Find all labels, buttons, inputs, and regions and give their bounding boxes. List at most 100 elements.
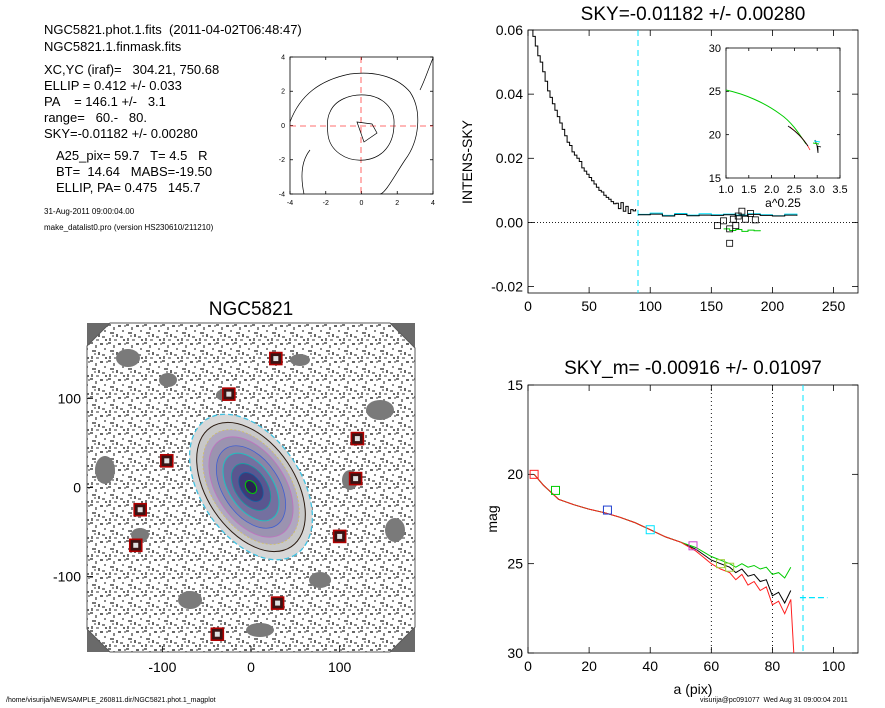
mag-point — [716, 559, 725, 569]
y-tick-label: 100 — [58, 391, 82, 407]
x-tick-label: 0 — [524, 298, 532, 314]
mag-series-black — [533, 473, 792, 605]
x-tick-label: 150 — [700, 298, 724, 314]
mag-profile-plot: SKY_m= -0.00916 +/- 0.01097 a (pix) mag … — [484, 358, 859, 697]
masked-star-core — [164, 458, 170, 464]
footer-user: visurija@pc091077 Wed Aug 31 09:00:04 20… — [700, 697, 848, 704]
intens-sky-plot: SKY=-0.01182 +/- 0.00280 INTENS-SKY 0 50 1… — [459, 4, 859, 314]
x-tick-label: -100 — [148, 659, 176, 675]
y-tick-label: 0 — [73, 480, 81, 496]
masked-star-core — [353, 476, 359, 482]
mag-title: SKY_m= -0.00916 +/- 0.01097 — [564, 358, 822, 379]
galaxy-isophotes — [188, 413, 314, 561]
inset-frame — [725, 47, 841, 179]
intens-title: SKY=-0.01182 +/- 0.00280 — [581, 4, 806, 25]
y-tick-label: 20 — [709, 130, 721, 142]
range-value: range= 60.- 80. — [44, 110, 147, 125]
intens-series-black — [530, 30, 637, 214]
inset-curve-green — [725, 89, 807, 145]
intens-series-black — [638, 213, 798, 217]
intens-point — [720, 217, 727, 225]
inset-tail — [814, 139, 822, 154]
y-tick-label: 4 — [281, 54, 285, 61]
sky-value: SKY=-0.01182 +/- 0.00280 — [44, 126, 198, 141]
x-tick-label: 1.5 — [741, 184, 756, 196]
masked-star-core — [214, 631, 220, 637]
y-tick-label: -2 — [279, 157, 285, 164]
y-tick-label: 25 — [709, 86, 721, 98]
x-tick-label: 20 — [581, 658, 597, 674]
intens-point — [738, 207, 746, 215]
intens-ylabel: INTENS-SKY — [459, 119, 475, 204]
y-tick-label: 30 — [709, 43, 721, 55]
pa-value: PA = 146.1 +/- 3.1 — [44, 94, 166, 109]
intens-point — [732, 222, 740, 230]
x-tick-label: 60 — [704, 658, 720, 674]
mag-point — [551, 485, 560, 495]
galaxy-image-plot: NGC5821 — [53, 299, 416, 675]
contour-frame — [289, 56, 434, 195]
intens-point — [734, 212, 742, 220]
masked-star-core — [337, 533, 343, 539]
y-tick-label: 15 — [709, 173, 721, 185]
mag-xlabel: a (pix) — [674, 681, 713, 697]
y-tick-label: 0.04 — [496, 86, 523, 102]
y-tick-label: -100 — [53, 568, 81, 584]
y-tick-label: 25 — [507, 556, 523, 572]
mag-series-red — [533, 473, 795, 653]
x-tick-label: 100 — [639, 298, 663, 314]
mag-ylabel: mag — [484, 505, 500, 532]
y-tick-label: 30 — [507, 645, 523, 661]
masked-star-core — [354, 436, 360, 442]
x-tick-label: 3.5 — [832, 184, 847, 196]
x-tick-label: 40 — [642, 658, 658, 674]
image-title: NGC5821 — [209, 299, 294, 320]
x-tick-label: 250 — [822, 298, 846, 314]
masked-star-core — [273, 356, 279, 362]
inset-plot: 1.0 1.5 2.0 2.5 3.0 3.5 15 20 25 30 a^0.25 — [709, 43, 848, 210]
masked-star-core — [133, 542, 139, 548]
x-tick-label: 2.0 — [764, 184, 779, 196]
run-date: 31-Aug-2011 09:00:04.00 — [44, 207, 135, 216]
mag-point — [602, 505, 612, 515]
y-tick-label: 2 — [281, 89, 285, 96]
footer-path: /home/visurija/NEWSAMPLE_260811.dir/NGC5… — [6, 697, 216, 704]
center-coords: XC,YC (iraf)= 304.21, 750.68 — [44, 62, 220, 77]
y-tick-label: 0.06 — [496, 22, 523, 38]
intens-point — [751, 216, 759, 224]
intens-point — [742, 215, 749, 223]
bt-value: BT= 14.64 MABS=-19.50 — [56, 164, 213, 179]
a25-value: A25_pix= 59.7 T= 4.5 R — [56, 148, 208, 163]
x-tick-label: 2.5 — [787, 184, 802, 196]
mag-series-green — [533, 473, 792, 579]
mask-name: NGC5821.1.finmask.fits — [44, 39, 182, 54]
intens-frame — [527, 29, 859, 294]
intens-series-green — [723, 228, 761, 232]
masked-regions — [95, 349, 405, 637]
file-name: NGC5821.phot.1.fits (2011-04-02T06:48:47… — [44, 22, 302, 37]
inset-xlabel: a^0.25 — [765, 196, 801, 210]
y-tick-label: 0.00 — [496, 214, 523, 230]
program-version: make_datalist0.pro (version HS230610/211… — [44, 223, 214, 232]
contour-middle — [327, 94, 395, 161]
y-tick-label: 0.02 — [496, 150, 523, 166]
masked-star-core — [226, 391, 232, 397]
x-tick-label: 50 — [581, 298, 597, 314]
mag-frame — [527, 384, 859, 654]
ellip-value: ELLIP = 0.412 +/- 0.033 — [44, 78, 182, 93]
y-tick-label: 20 — [507, 466, 523, 482]
masked-star-core — [275, 600, 281, 606]
mag-point — [688, 541, 698, 551]
x-tick-label: 0 — [524, 658, 532, 674]
x-tick-label: -4 — [287, 200, 293, 207]
y-tick-label: 0 — [281, 123, 285, 130]
contour-inner — [356, 121, 378, 143]
y-tick-label: -4 — [279, 191, 285, 198]
x-tick-label: 0 — [360, 200, 364, 207]
contour-edge — [301, 57, 434, 195]
intens-point — [726, 239, 734, 247]
x-tick-label: 3.0 — [810, 184, 825, 196]
mag-point — [725, 562, 735, 572]
x-tick-label: 200 — [761, 298, 785, 314]
